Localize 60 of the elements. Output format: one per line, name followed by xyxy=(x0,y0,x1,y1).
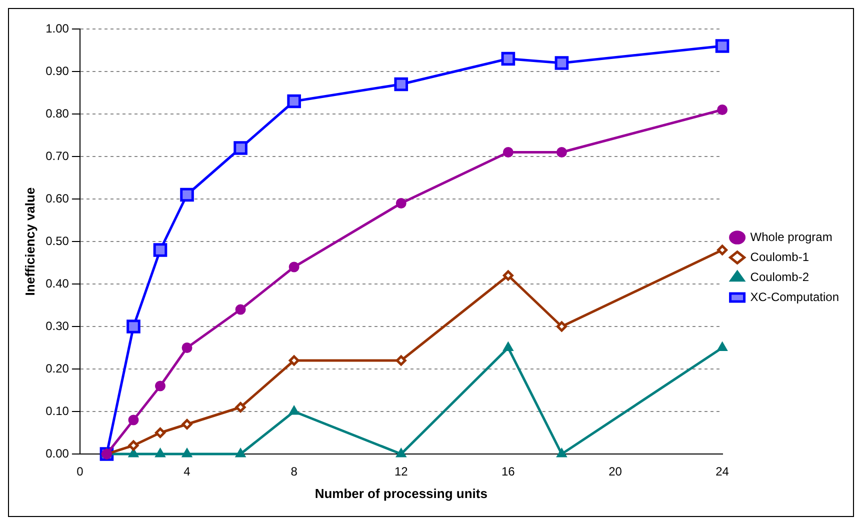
point xyxy=(182,448,192,458)
point xyxy=(717,244,728,256)
point xyxy=(288,355,300,366)
x-tick-label: 8 xyxy=(290,464,298,479)
y-tick-label: 0.20 xyxy=(46,361,70,376)
y-tick-label: 0.60 xyxy=(46,191,70,206)
point xyxy=(556,321,567,332)
y-tick-label: 0.30 xyxy=(46,318,70,333)
y-axis-title: Inefficiency value xyxy=(22,187,38,296)
x-tick-label: 4 xyxy=(184,464,191,479)
legend-label: Coulomb-2 xyxy=(750,270,810,284)
point xyxy=(501,52,516,66)
y-tick-label: 0.70 xyxy=(46,148,70,163)
legend-label: XC-Computation xyxy=(750,290,840,304)
x-tick-label: 12 xyxy=(394,464,408,479)
point xyxy=(396,448,406,458)
point xyxy=(126,320,140,334)
point xyxy=(717,104,728,115)
point xyxy=(503,342,513,351)
point xyxy=(128,448,138,458)
point xyxy=(155,380,166,392)
legend-label: Coulomb-1 xyxy=(750,250,810,264)
point xyxy=(182,342,192,353)
x-axis-title: Number of processing units xyxy=(314,486,488,501)
y-tick-label: 0.40 xyxy=(46,276,70,290)
x-tick-label: 16 xyxy=(502,464,516,479)
point xyxy=(718,342,728,351)
y-tick-label: 1.00 xyxy=(46,21,70,36)
point xyxy=(396,355,406,366)
point xyxy=(502,147,514,158)
point xyxy=(556,147,567,158)
point xyxy=(235,304,246,315)
x-tick-label: 20 xyxy=(608,464,622,479)
point xyxy=(287,94,301,108)
point xyxy=(288,262,300,272)
point xyxy=(182,419,192,430)
legend-label: Whole program xyxy=(750,230,832,244)
y-tick-label: 0.00 xyxy=(46,446,70,460)
x-tick-label: 0 xyxy=(76,464,84,479)
point xyxy=(554,56,569,70)
y-tick-label: 0.90 xyxy=(46,64,70,78)
point xyxy=(236,448,246,458)
point xyxy=(128,440,139,451)
point xyxy=(128,414,139,426)
point xyxy=(394,77,408,92)
point xyxy=(180,188,194,202)
y-tick-label: 0.10 xyxy=(46,404,70,418)
point xyxy=(153,243,168,257)
point xyxy=(156,448,165,458)
point xyxy=(235,402,246,412)
y-tick-label: 0.80 xyxy=(46,106,70,120)
point xyxy=(234,141,248,155)
y-tick-label: 0.50 xyxy=(46,234,70,248)
point xyxy=(715,39,730,53)
point xyxy=(396,198,406,208)
x-tick-label: 24 xyxy=(716,464,730,479)
point xyxy=(502,270,514,281)
point xyxy=(155,428,166,438)
point xyxy=(289,406,299,415)
point xyxy=(556,448,566,458)
